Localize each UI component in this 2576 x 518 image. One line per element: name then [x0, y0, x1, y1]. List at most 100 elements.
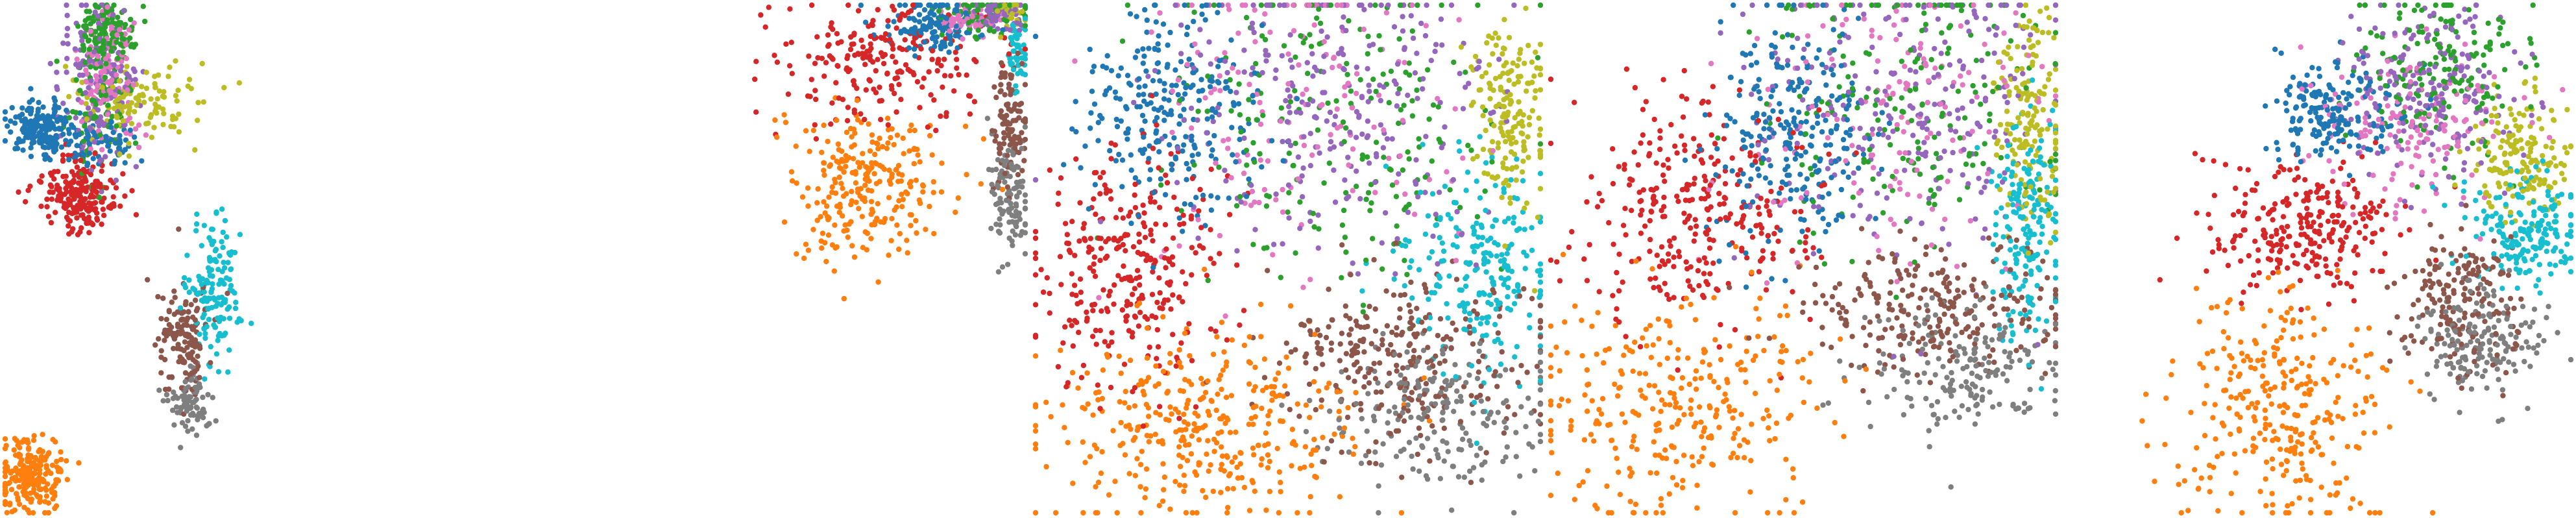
scatter-point-series-4: [856, 51, 862, 57]
scatter-point-series-4: [752, 76, 758, 82]
scatter-point-series-3: [73, 77, 79, 83]
scatter-point-series-1: [1223, 79, 1229, 85]
scatter-point-series-10: [202, 330, 208, 337]
scatter-point-series-2: [42, 486, 48, 491]
scatter-point-series-4: [66, 223, 71, 229]
scatter-point-series-1: [1128, 82, 1134, 88]
scatter-point-series-8: [173, 404, 180, 410]
scatter-point-series-2: [1043, 463, 1049, 470]
scatter-point-series-1: [1134, 14, 1139, 19]
scatter-point-series-9: [115, 97, 121, 103]
scatter-point-series-3: [1236, 81, 1242, 87]
scatter-point-series-4: [1176, 415, 1182, 421]
scatter-point-series-1: [1161, 80, 1167, 86]
scatter-point-series-8: [1393, 454, 1400, 460]
scatter-point-series-6: [1002, 92, 1008, 98]
scatter-point-series-2: [1126, 404, 1132, 411]
scatter-point-series-5: [111, 62, 117, 68]
scatter-point-series-7: [1321, 39, 1327, 45]
scatter-point-series-2: [911, 161, 917, 167]
scatter-point-series-2: [915, 152, 921, 158]
scatter-point-series-4: [1073, 156, 1079, 162]
scatter-point-series-2: [841, 295, 847, 302]
scatter-point-series-8: [1491, 419, 1497, 426]
scatter-point-series-4: [45, 214, 52, 219]
scatter-point-series-4: [1106, 293, 1112, 299]
scatter-point-series-2: [1146, 413, 1152, 419]
scatter-point-series-10: [1445, 212, 1451, 217]
scatter-point-series-9: [145, 120, 151, 126]
scatter-point-series-1: [52, 98, 58, 104]
scatter-point-series-1: [1180, 228, 1185, 234]
scatter-point-series-1: [1171, 135, 1177, 141]
scatter-point-series-5: [1402, 45, 1407, 51]
scatter-point-series-2: [1233, 429, 1239, 435]
scatter-point-series-6: [165, 327, 171, 333]
scatter-point-series-10: [215, 295, 222, 301]
scatter-point-series-10: [193, 228, 199, 234]
scatter-point-series-4: [1060, 340, 1066, 346]
scatter-point-series-5: [1131, 99, 1137, 106]
scatter-point-series-5: [91, 139, 97, 145]
scatter-point-series-2: [913, 217, 919, 224]
scatter-point-series-7: [117, 27, 123, 32]
scatter-point-series-2: [1032, 510, 1039, 516]
scatter-point-series-4: [877, 84, 882, 90]
scatter-point-series-8: [989, 189, 995, 195]
scatter-point-series-6: [1512, 412, 1518, 417]
scatter-point-series-2: [929, 152, 935, 158]
scatter-point-series-6: [1467, 330, 1473, 336]
scatter-point-series-4: [99, 168, 104, 174]
scatter-point-series-1: [1199, 11, 1205, 18]
scatter-point-series-8: [997, 216, 1002, 222]
scatter-point-series-10: [1489, 154, 1495, 160]
scatter-point-series-10: [226, 347, 232, 353]
scatter-point-series-9: [1524, 200, 1530, 206]
scatter-point-series-3: [1429, 158, 1435, 164]
scatter-point-series-1: [53, 132, 59, 139]
scatter-point-series-8: [995, 182, 1001, 188]
scatter-point-series-7: [1453, 258, 1459, 264]
scatter-point-series-1: [979, 32, 985, 38]
scatter-point-series-1: [1169, 82, 1175, 88]
scatter-point-series-2: [866, 178, 872, 184]
scatter-point-series-9: [167, 64, 173, 70]
scatter-point-series-4: [903, 62, 909, 68]
scatter-point-series-7: [1354, 71, 1360, 77]
scatter-point-series-8: [1466, 468, 1473, 475]
scatter-point-series-7: [1235, 69, 1241, 75]
scatter-point-series-5: [1353, 134, 1359, 140]
scatter-point-series-3: [80, 47, 86, 53]
scatter-point-series-3: [1388, 167, 1394, 173]
scatter-point-series-5: [1365, 118, 1371, 124]
scatter-point-series-7: [1342, 84, 1348, 90]
scatter-point-series-4: [49, 196, 55, 202]
scatter-point-series-2: [7, 500, 13, 506]
scatter-point-series-2: [825, 232, 832, 238]
scatter-point-series-2: [850, 156, 857, 162]
scatter-point-series-3: [1346, 18, 1352, 24]
scatter-point-series-5: [1191, 65, 1197, 71]
scatter-point-series-2: [900, 197, 906, 203]
scatter-point-series-2: [980, 136, 987, 142]
scatter-point-series-8: [1445, 400, 1451, 406]
scatter-point-series-7: [1280, 186, 1285, 193]
scatter-point-series-6: [180, 317, 187, 323]
scatter-point-series-1: [1250, 93, 1256, 99]
scatter-point-series-1: [53, 138, 58, 144]
scatter-point-series-8: [198, 413, 204, 419]
scatter-point-series-4: [1136, 296, 1142, 302]
scatter-point-series-8: [1410, 466, 1416, 472]
scatter-point-series-6: [182, 301, 189, 308]
scatter-point-series-3: [1414, 87, 1420, 93]
scatter-point-series-4: [1064, 240, 1070, 246]
scatter-point-series-6: [1515, 380, 1521, 386]
scatter-point-series-2: [919, 182, 926, 188]
scatter-point-series-1: [30, 132, 37, 139]
scatter-point-series-2: [829, 190, 835, 195]
scatter-point-series-2: [1176, 347, 1182, 353]
scatter-point-series-6: [1361, 336, 1367, 342]
scatter-point-series-4: [943, 114, 949, 119]
scatter-point-series-4: [86, 230, 92, 236]
scatter-point-series-6: [1348, 272, 1354, 278]
